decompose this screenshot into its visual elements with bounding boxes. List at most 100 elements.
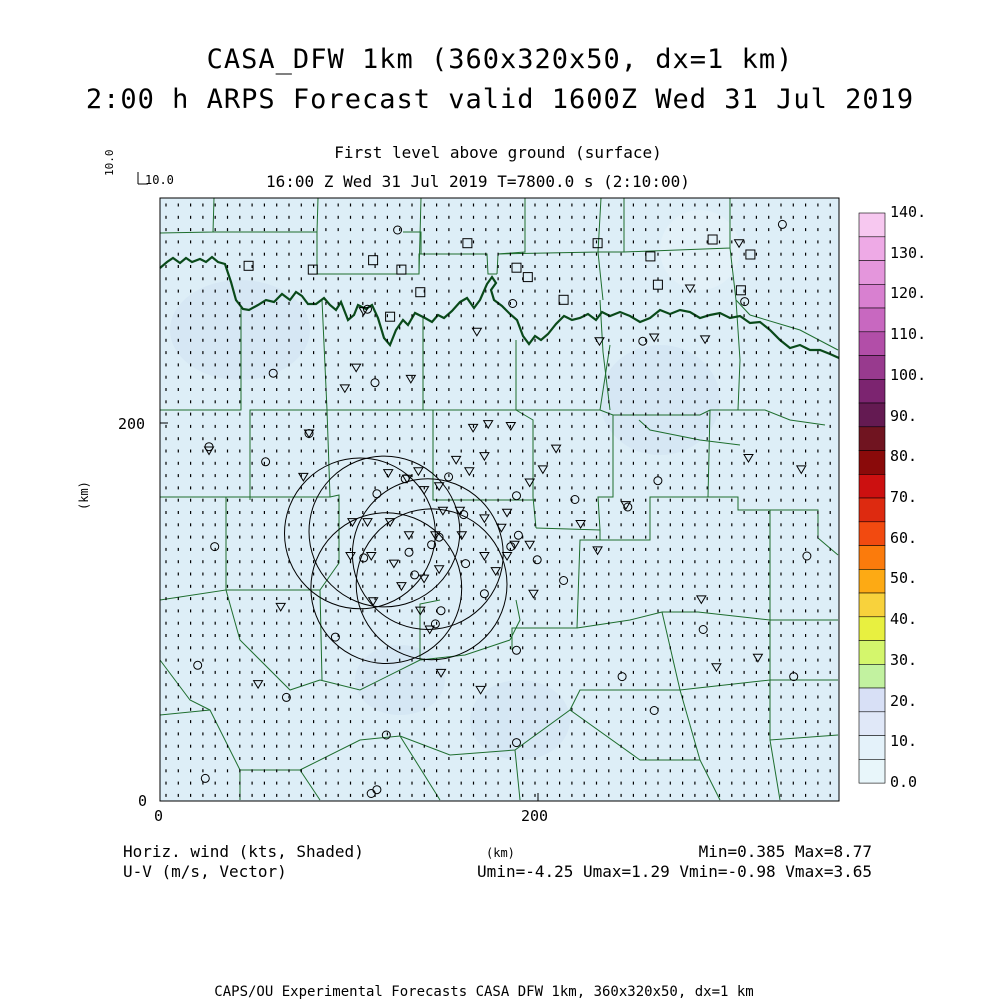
- station-circle: [366, 789, 376, 798]
- color-bar-label: 50.: [890, 569, 918, 588]
- station-triangle: [463, 467, 475, 477]
- radar-range-ring: [310, 512, 463, 664]
- station-triangle: [505, 422, 517, 431]
- station-circle: [410, 570, 420, 580]
- station-square: [652, 279, 663, 290]
- station-circle: [200, 773, 210, 783]
- station-circle: [193, 660, 203, 670]
- station-square: [307, 264, 318, 275]
- color-bar-segment: [858, 521, 886, 546]
- station-triangle: [592, 546, 603, 556]
- station-triangle: [482, 420, 494, 430]
- x-tick-0: 0: [154, 807, 164, 825]
- color-bar-segment: [858, 378, 886, 404]
- footer-credit: CAPS/OU Experimental Forecasts CASA DFW …: [214, 984, 754, 1000]
- color-bar-label: 110.: [890, 325, 927, 344]
- y-tick-200: 200: [118, 415, 146, 433]
- station-triangle: [475, 685, 487, 695]
- station-circle: [623, 502, 633, 512]
- color-bar-label: 60.: [890, 528, 918, 547]
- station-square: [645, 251, 656, 262]
- color-bar-segment: [858, 307, 886, 333]
- station-triangle: [418, 574, 430, 584]
- color-bar-segment: [858, 212, 886, 238]
- color-bar-segment: [858, 663, 886, 689]
- station-triangle: [467, 423, 479, 433]
- station-triangle: [437, 506, 449, 516]
- station-triangle: [396, 582, 407, 592]
- color-bar-label: 20.: [890, 691, 918, 710]
- y-axis-label: (km): [77, 481, 91, 510]
- x-tick-200: 200: [521, 807, 549, 825]
- station-triangle: [433, 565, 445, 575]
- station-square: [735, 285, 746, 296]
- state-border: [159, 255, 840, 360]
- shaded-variable-label: Horiz. wind (kts, Shaded): [123, 842, 364, 861]
- station-triangle: [648, 333, 660, 343]
- station-triangle: [456, 531, 468, 541]
- color-bar-segment: [858, 497, 886, 523]
- station-circle: [427, 540, 437, 550]
- station-triangle: [365, 552, 377, 562]
- color-bar-segment: [858, 592, 886, 618]
- color-bar-segment: [858, 687, 886, 713]
- station-circle: [461, 559, 471, 569]
- color-bar-segment: [858, 616, 886, 641]
- color-bar-segment: [858, 283, 886, 309]
- station-circle: [430, 619, 440, 629]
- station-triangle: [450, 455, 462, 465]
- color-bar-segment: [858, 331, 886, 356]
- station-circle: [436, 606, 446, 616]
- color-bar-segment: [858, 473, 886, 499]
- station-triangle: [413, 467, 424, 477]
- station-circle: [204, 442, 214, 452]
- station-triangle: [509, 540, 520, 550]
- color-bar-segment: [858, 640, 886, 665]
- station-triangle: [524, 478, 536, 488]
- map-frame: [159, 197, 840, 802]
- station-triangle: [345, 552, 356, 562]
- station-triangle: [252, 680, 264, 690]
- station-circle: [653, 476, 663, 486]
- station-triangle: [384, 518, 396, 528]
- vector-scale-horizontal-label: 10.0: [145, 173, 174, 187]
- station-circle: [370, 378, 380, 388]
- plot-title-line1: CASA_DFW 1km (360x320x50, dx=1 km): [206, 44, 794, 75]
- station-circle: [434, 532, 444, 542]
- station-triangle: [479, 452, 490, 462]
- station-square: [522, 272, 533, 283]
- station-triangle: [203, 446, 215, 456]
- color-bar-segment: [858, 735, 886, 760]
- station-square: [243, 260, 254, 271]
- color-bar-label: 90.: [890, 406, 918, 425]
- station-triangle: [711, 663, 722, 673]
- station-square: [385, 311, 396, 322]
- county-boundaries: [159, 197, 839, 801]
- station-circle: [404, 547, 414, 557]
- station-triangle: [501, 552, 513, 562]
- station-circle: [506, 542, 516, 552]
- radar-range-ring: [355, 508, 508, 661]
- color-bar-label: 0.0: [890, 773, 918, 791]
- station-triangle: [403, 531, 415, 541]
- color-bar-segment: [858, 568, 886, 594]
- color-bar-segment: [858, 711, 886, 736]
- station-circle: [381, 730, 391, 740]
- station-square: [558, 294, 569, 305]
- station-triangle: [795, 465, 807, 475]
- station-triangle: [350, 363, 362, 373]
- station-circle: [512, 738, 521, 748]
- station-circle: [508, 299, 518, 308]
- station-square: [396, 264, 407, 275]
- station-triangle: [594, 337, 605, 347]
- color-bar-segment: [858, 355, 886, 380]
- station-circle: [777, 219, 787, 229]
- station-square: [368, 255, 379, 266]
- station-triangle: [733, 239, 745, 249]
- station-circle: [261, 457, 271, 467]
- color-bar-label: 10.: [890, 732, 918, 751]
- station-circle: [268, 368, 278, 378]
- station-triangle: [501, 508, 513, 518]
- station-circle: [532, 555, 542, 565]
